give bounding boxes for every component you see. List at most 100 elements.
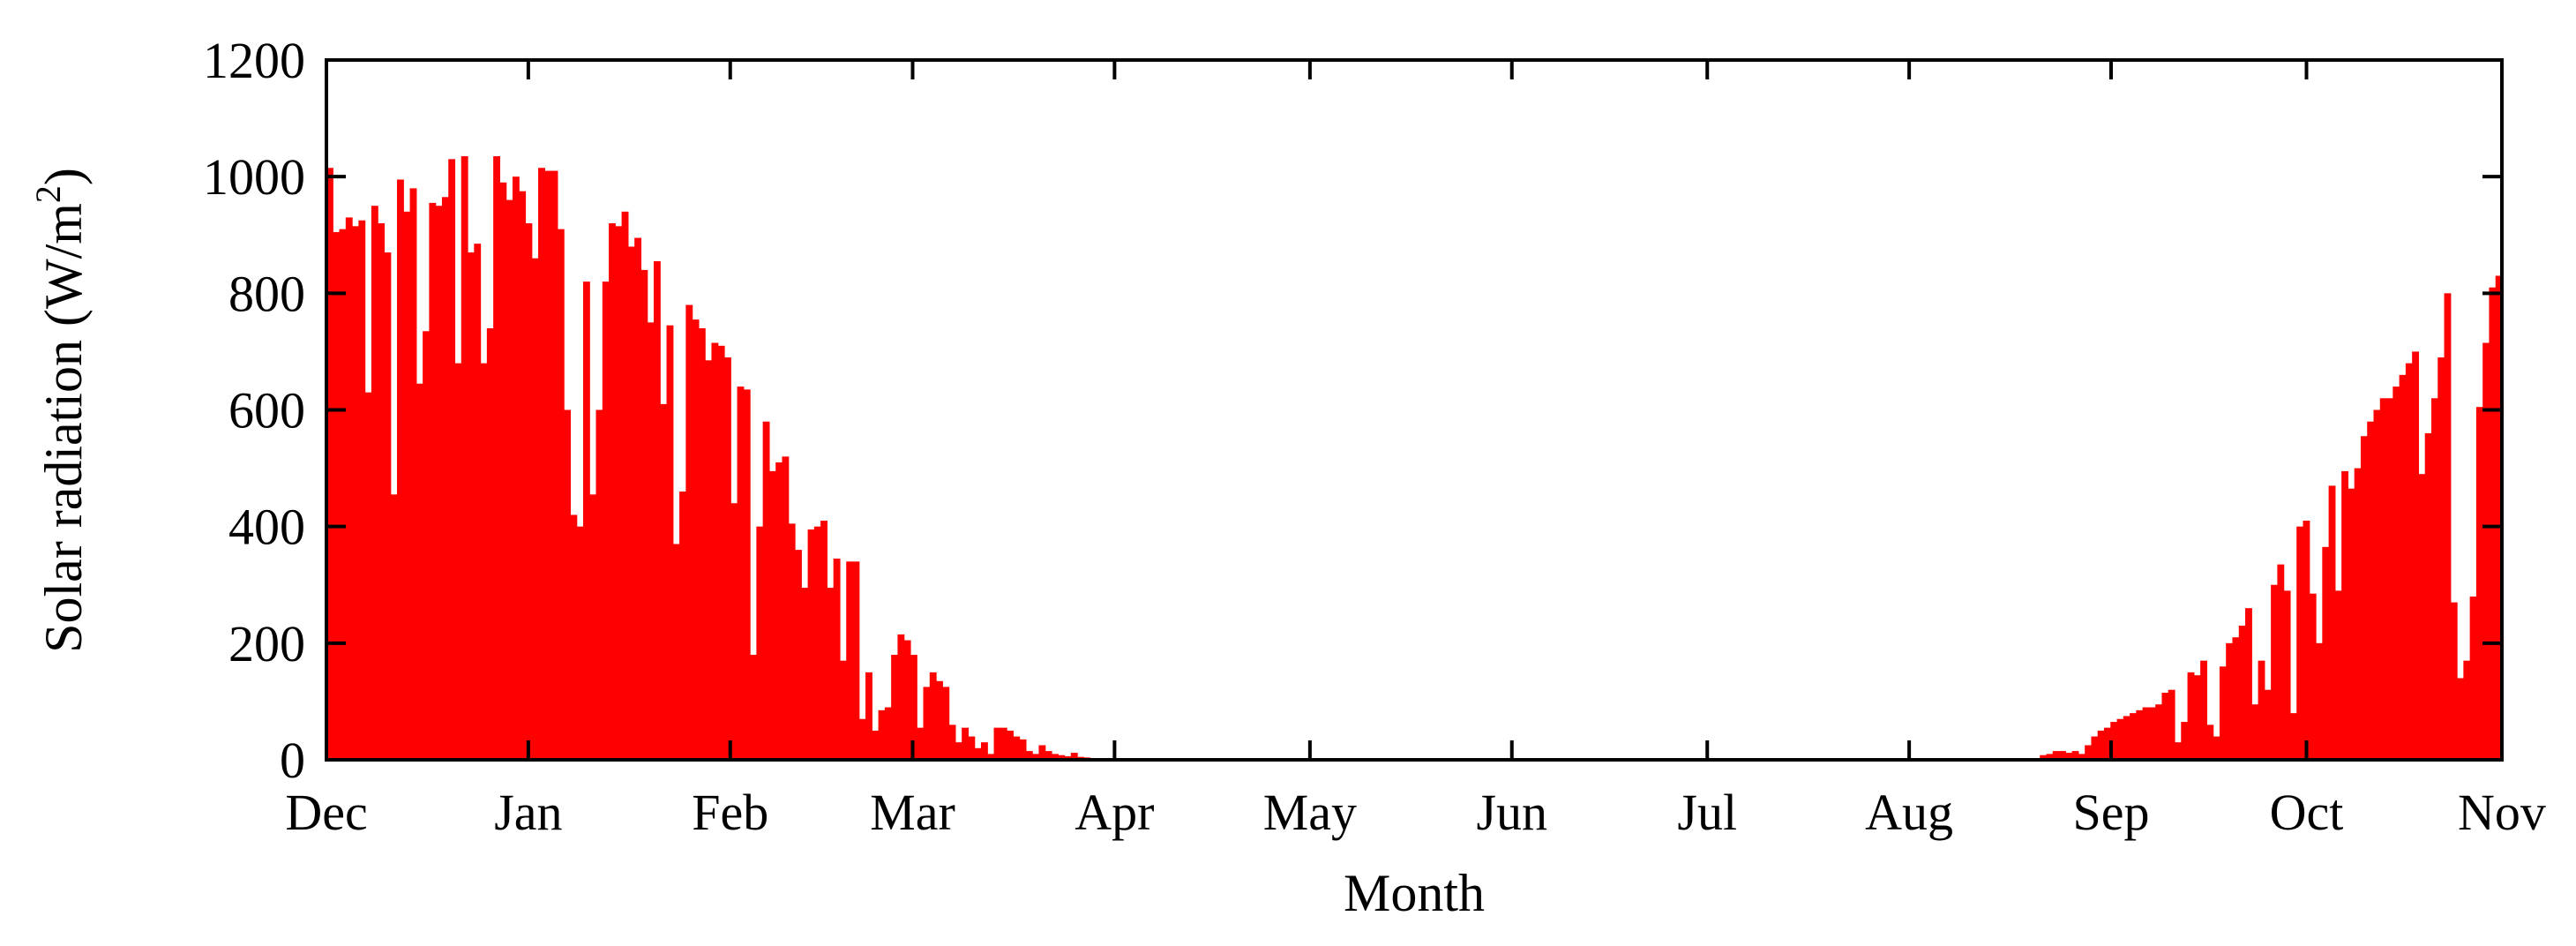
bar xyxy=(929,672,937,761)
bar xyxy=(2161,693,2169,760)
bar xyxy=(685,304,693,760)
y-tick-label: 200 xyxy=(228,615,305,672)
bar xyxy=(801,588,809,760)
bar xyxy=(448,159,456,761)
bar xyxy=(2052,751,2060,760)
bar xyxy=(1058,755,1066,760)
bar xyxy=(807,529,815,760)
bar xyxy=(980,742,988,760)
bar xyxy=(2463,660,2471,760)
y-axis-title-main: Solar radiation (W/m xyxy=(34,203,93,653)
bar xyxy=(468,252,475,761)
bar xyxy=(512,176,520,761)
y-tick-label: 0 xyxy=(280,732,305,789)
bar xyxy=(2200,660,2207,760)
bar xyxy=(1019,739,1027,760)
bar xyxy=(2206,725,2214,760)
bar xyxy=(1052,754,1059,760)
bar xyxy=(872,730,880,760)
bar xyxy=(582,282,590,760)
x-tick-label: Jul xyxy=(1677,784,1737,841)
bar xyxy=(499,182,507,760)
x-tick-label: Mar xyxy=(870,784,955,841)
bar xyxy=(2193,675,2201,760)
bar xyxy=(833,559,841,760)
bar xyxy=(962,727,970,760)
bar xyxy=(2475,407,2483,760)
x-tick-label: Jun xyxy=(1476,784,1547,841)
y-axis-title-superscript: 2 xyxy=(28,185,68,203)
y-axis-title-suffix: ) xyxy=(34,168,93,185)
bar xyxy=(923,687,931,760)
bar xyxy=(1000,727,1007,760)
bar xyxy=(609,223,616,760)
bar xyxy=(2071,751,2079,760)
bar xyxy=(672,544,680,760)
bar xyxy=(2142,707,2150,760)
bar xyxy=(948,725,956,760)
bar xyxy=(987,754,995,760)
x-tick-label: Dec xyxy=(285,784,367,841)
bar xyxy=(2277,564,2285,760)
bar xyxy=(2393,387,2400,760)
y-tick-label: 800 xyxy=(228,265,305,322)
bar xyxy=(2116,718,2124,760)
bar xyxy=(640,269,648,760)
bar xyxy=(576,526,584,760)
bar xyxy=(2046,754,2054,760)
bar xyxy=(1070,753,1078,760)
bar xyxy=(371,206,378,760)
bar xyxy=(2296,526,2304,760)
bar xyxy=(525,223,533,760)
bar xyxy=(839,660,847,760)
bar xyxy=(2334,590,2342,760)
bar xyxy=(2219,666,2227,760)
bar xyxy=(416,383,423,760)
bar xyxy=(762,421,770,760)
bar xyxy=(595,409,603,760)
bar xyxy=(756,526,764,760)
bar xyxy=(2444,293,2452,761)
bar xyxy=(519,191,527,760)
y-tick-label: 1200 xyxy=(203,32,305,89)
bar xyxy=(2367,421,2375,760)
bar xyxy=(2283,590,2291,760)
bar xyxy=(474,244,482,760)
bar xyxy=(813,526,821,760)
bar xyxy=(692,319,700,760)
bar xyxy=(2289,713,2297,760)
bar xyxy=(2457,678,2464,760)
bar xyxy=(2482,342,2490,760)
bar xyxy=(429,202,437,760)
bar xyxy=(865,672,872,761)
bar xyxy=(2424,432,2432,760)
bar xyxy=(409,188,417,760)
bar xyxy=(2450,602,2458,760)
bar xyxy=(2412,351,2420,760)
bar xyxy=(820,521,827,760)
bar xyxy=(788,523,796,760)
bar xyxy=(2271,584,2278,760)
bar xyxy=(2373,409,2381,760)
x-tick-label: Jan xyxy=(494,784,562,841)
bar xyxy=(750,655,757,760)
bar xyxy=(903,640,911,760)
bar xyxy=(2495,275,2503,760)
bar xyxy=(2175,742,2182,760)
bar xyxy=(2040,755,2048,760)
bar xyxy=(2078,754,2086,760)
bar xyxy=(397,179,404,761)
y-tick-label: 1000 xyxy=(203,148,305,206)
x-axis-title: Month xyxy=(1344,864,1485,922)
bar xyxy=(2123,716,2130,760)
bar xyxy=(2110,722,2118,760)
bar xyxy=(2430,398,2438,760)
bar xyxy=(647,322,655,761)
x-tick-label: Feb xyxy=(692,784,768,841)
bar xyxy=(550,170,558,760)
bar xyxy=(339,229,347,760)
bar xyxy=(2399,374,2407,760)
x-tick-label: Sep xyxy=(2073,784,2150,841)
bar xyxy=(653,260,661,760)
bar xyxy=(486,327,494,760)
